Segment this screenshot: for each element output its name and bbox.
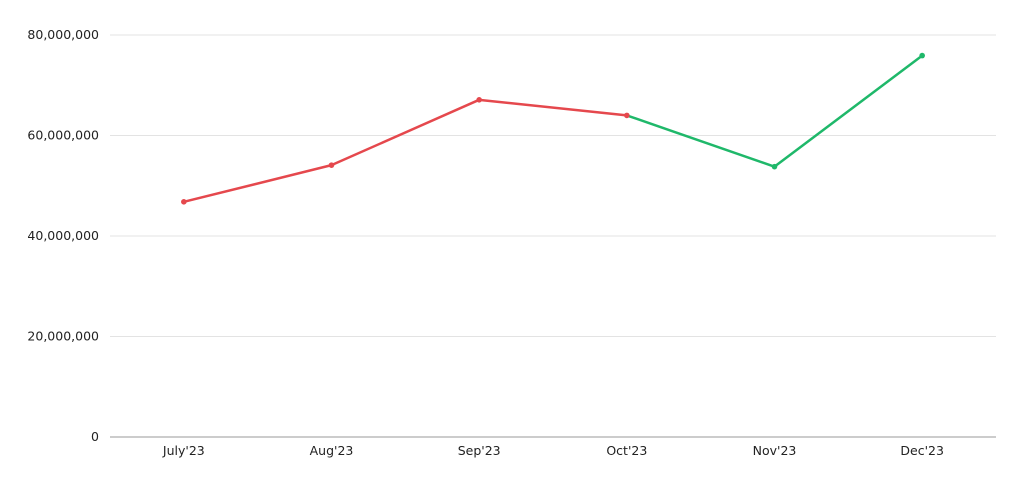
y-tick-label: 20,000,000 [27,329,99,344]
y-tick-label: 40,000,000 [27,228,99,243]
x-tick-label: Aug'23 [310,443,354,458]
x-tick-label: Dec'23 [900,443,944,458]
x-tick-label: July'23 [162,443,205,458]
x-tick-label: Oct'23 [606,443,647,458]
y-axis-ticks: 0 20,000,000 40,000,000 60,000,000 80,000,00… [27,27,99,444]
data-point [624,112,630,119]
data-point [476,97,482,103]
x-tick-label: Nov'23 [753,443,797,458]
gridlines [110,34,996,438]
data-point [181,199,187,205]
x-axis-ticks: July'23 Aug'23 Sep'23 Oct'23 Nov'23 Dec'23 [162,443,944,458]
data-point [919,52,925,59]
x-tick-label: Sep'23 [458,443,501,458]
data-point [328,162,335,168]
series-line-segment [626,54,923,168]
y-tick-label: 80,000,000 [27,27,99,42]
y-tick-label: 60,000,000 [27,128,99,143]
data-point [771,163,778,170]
series-lines [183,54,923,204]
series-points [181,52,925,205]
series-line-segment [183,98,627,204]
y-tick-label: 0 [91,429,99,444]
